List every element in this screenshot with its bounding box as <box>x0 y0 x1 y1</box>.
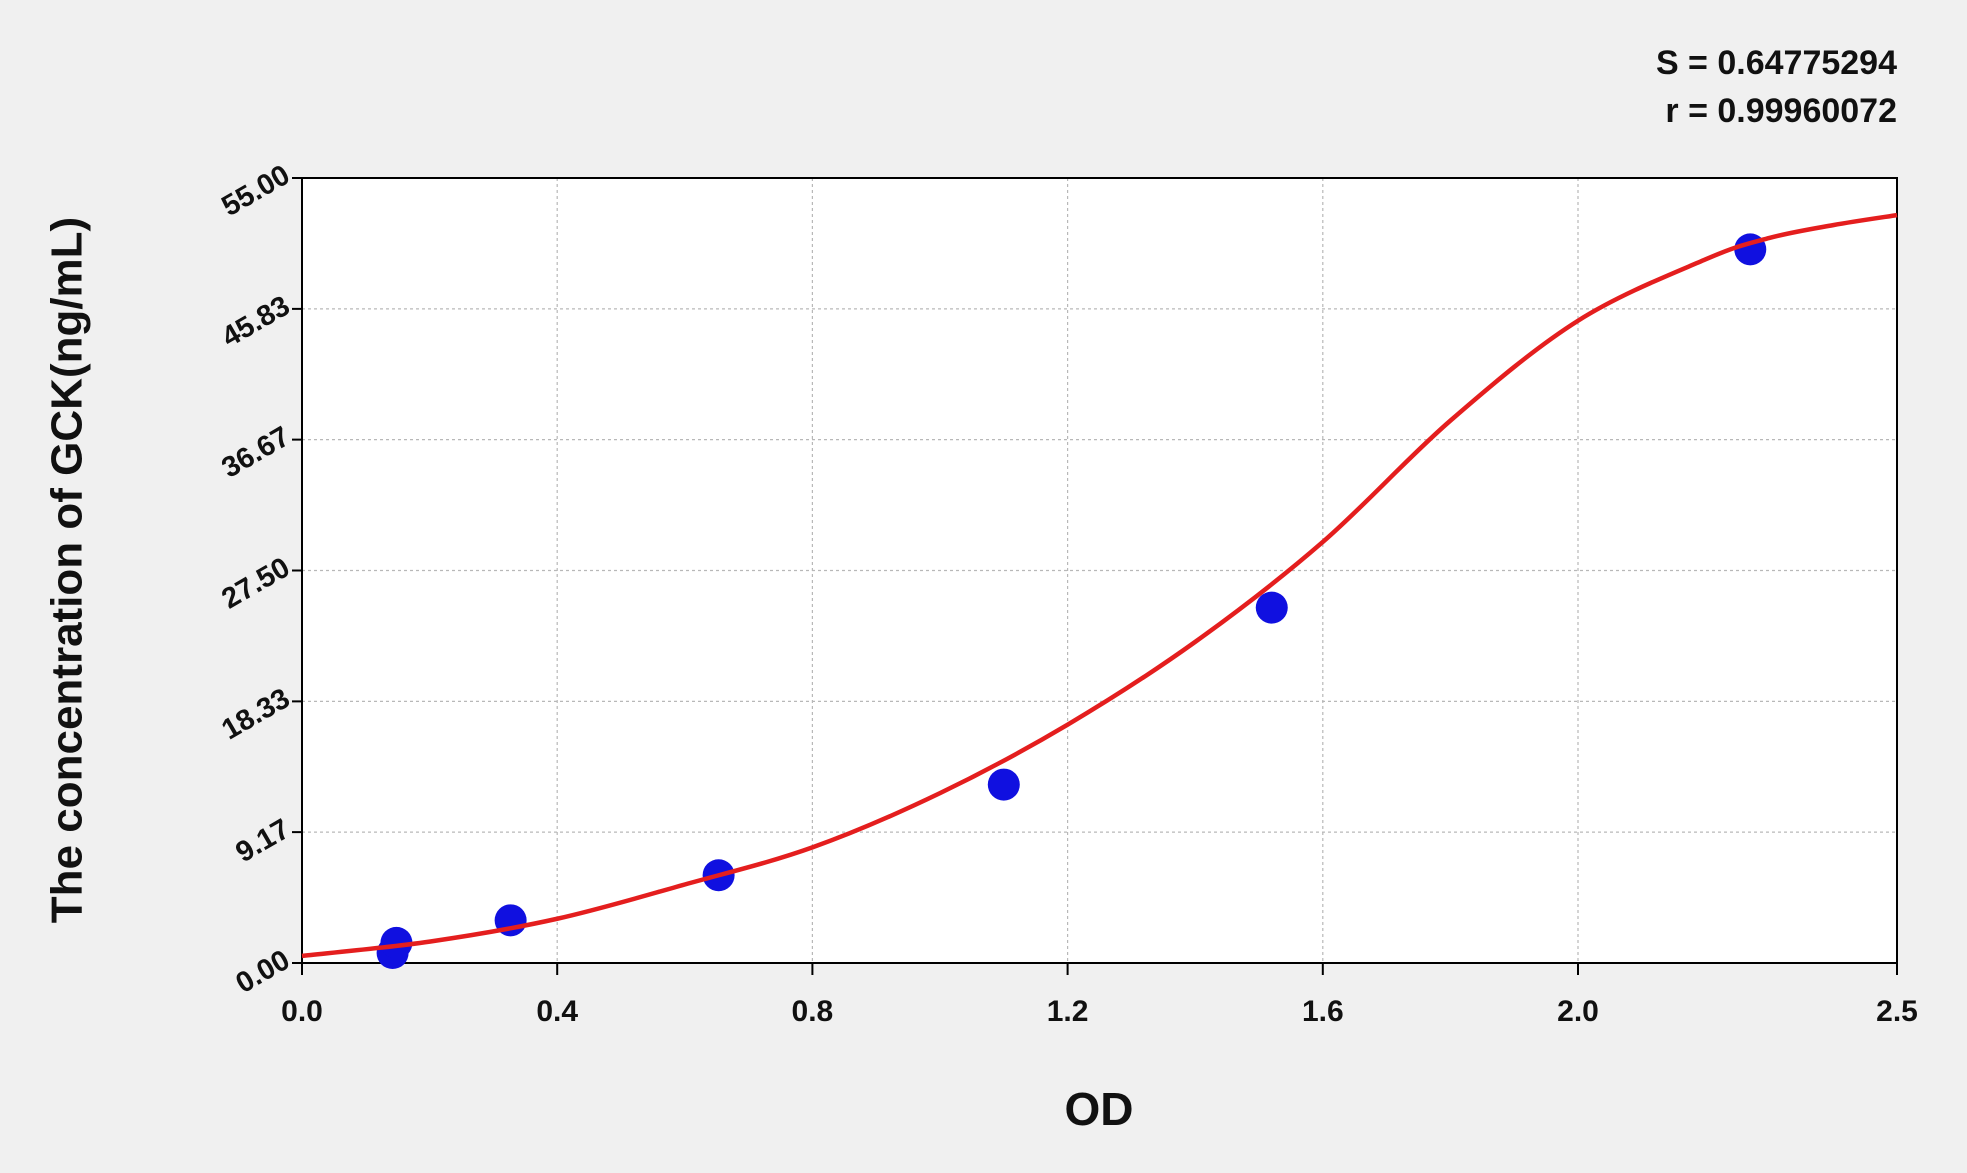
y-axis-title: The concentration of GCK(ng/mL) <box>43 217 92 923</box>
x-tick-label: 0.4 <box>536 995 578 1028</box>
x-tick-label: 0.8 <box>792 995 834 1028</box>
annotation: S = 0.64775294 <box>1656 44 1897 82</box>
annotation: r = 0.99960072 <box>1665 92 1897 130</box>
data-point <box>987 768 1020 801</box>
x-tick-label: 1.2 <box>1047 995 1089 1028</box>
plot-area <box>302 178 1897 963</box>
x-tick-label: 2.0 <box>1557 995 1599 1028</box>
x-axis-title: OD <box>1065 1083 1134 1135</box>
fit-curve <box>301 212 1898 959</box>
data-point <box>380 926 413 959</box>
x-tick-label: 0.0 <box>281 995 323 1028</box>
plot-frame <box>301 177 1898 964</box>
x-tick-label: 1.6 <box>1302 995 1344 1028</box>
data-point <box>1255 591 1288 624</box>
x-tick-label: 2.5 <box>1876 995 1918 1028</box>
